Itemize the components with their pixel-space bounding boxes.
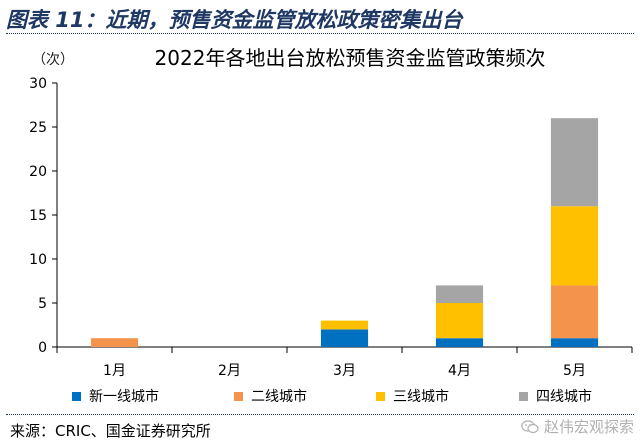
- bar-segment-4月-四线城市: [435, 285, 484, 303]
- wechat-icon: [521, 419, 539, 433]
- watermark: 赵伟宏观探索: [521, 416, 634, 437]
- source-note: 来源：CRIC、国金证券研究所: [10, 422, 211, 440]
- y-axis-unit: （次）: [32, 52, 74, 68]
- legend-item: 二线城市: [234, 386, 307, 406]
- y-tick-label: 5: [38, 296, 47, 312]
- y-tick-label: 30: [29, 76, 47, 92]
- legend-label: 二线城市: [251, 389, 307, 405]
- chart-legend: 新一线城市 二线城市 三线城市 四线城市: [0, 386, 640, 408]
- legend-swatch: [519, 391, 528, 401]
- y-tick-label: 10: [29, 252, 47, 268]
- legend-swatch: [376, 391, 385, 401]
- chart-title: 2022年各地出台放松预售资金监管政策频次: [154, 46, 546, 70]
- y-tick-label: 0: [38, 340, 47, 356]
- bar-segment-5月-二线城市: [550, 285, 599, 339]
- y-tick-label: 25: [29, 120, 47, 136]
- x-tick-label: 3月: [333, 363, 356, 379]
- legend-item: 四线城市: [519, 386, 592, 406]
- bar-segment-3月-三线城市: [320, 320, 369, 330]
- figure-header: 图表 11：近期，预售资金监管放松政策密集出台: [6, 2, 634, 34]
- legend-item: 新一线城市: [72, 386, 159, 406]
- bar-segment-5月-三线城市: [550, 206, 599, 286]
- legend-swatch: [72, 391, 81, 401]
- bar-segment-4月-三线城市: [435, 303, 484, 339]
- x-tick-label: 2月: [218, 363, 241, 379]
- legend-label: 三线城市: [393, 389, 449, 405]
- bar-segment-5月-四线城市: [550, 118, 599, 207]
- footer-divider: [6, 414, 634, 415]
- bar-segment-5月-新一线城市: [550, 338, 599, 347]
- watermark-text: 赵伟宏观探索: [543, 418, 634, 436]
- legend-label: 四线城市: [536, 389, 592, 405]
- legend-item: 三线城市: [376, 386, 449, 406]
- header-divider: [6, 33, 634, 34]
- legend-label: 新一线城市: [89, 389, 159, 405]
- bar-segment-3月-新一线城市: [320, 329, 369, 347]
- x-tick-label: 1月: [103, 363, 126, 379]
- figure-caption: 图表 11：近期，预售资金监管放松政策密集出台: [6, 8, 463, 32]
- bar-segment-1月-二线城市: [90, 338, 139, 347]
- x-tick-label: 4月: [448, 363, 471, 379]
- bar-segment-4月-新一线城市: [435, 338, 484, 347]
- y-tick-label: 20: [29, 164, 47, 180]
- legend-swatch: [234, 391, 243, 401]
- x-tick-label: 5月: [563, 363, 586, 379]
- y-tick-label: 15: [29, 208, 47, 224]
